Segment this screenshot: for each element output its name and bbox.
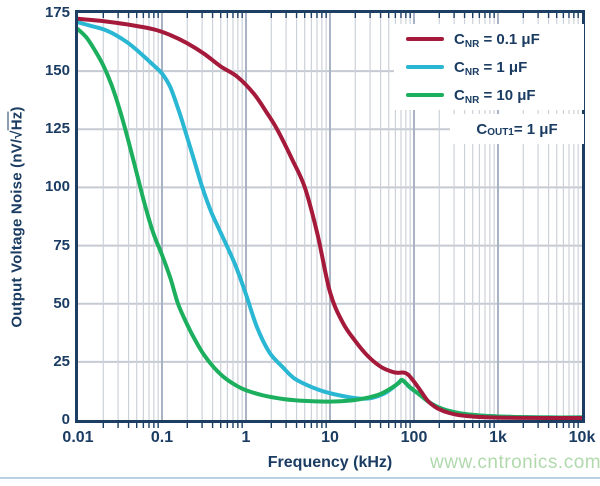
legend-swatch bbox=[406, 37, 444, 41]
y-axis-title: Output Voltage Noise (nV/√Hz) bbox=[8, 106, 26, 328]
legend-swatch bbox=[406, 65, 444, 69]
x-tick-label: 10k bbox=[568, 429, 596, 446]
legend: CNR = 0.1 μF CNR = 1 μF CNR = 10 μF bbox=[394, 24, 584, 110]
x-tick-label: 0.1 bbox=[150, 429, 174, 446]
x-tick-label: 10 bbox=[321, 429, 339, 446]
legend-item: CNR = 0.1 μF bbox=[394, 26, 584, 52]
y-tick-label: 150 bbox=[44, 62, 70, 80]
y-tick-label: 75 bbox=[53, 236, 70, 254]
y-tick-label: 175 bbox=[44, 4, 70, 21]
y-tick-label: 25 bbox=[53, 352, 70, 370]
x-axis-title: Frequency (kHz) bbox=[267, 454, 393, 471]
legend-label: CNR = 1 μF bbox=[454, 58, 528, 78]
legend-item: CNR = 10 μF bbox=[394, 82, 584, 108]
x-tick-label: 1k bbox=[489, 429, 507, 446]
y-tick-label: 100 bbox=[44, 178, 70, 196]
y-tick-label: 125 bbox=[44, 120, 70, 138]
x-tick-label: 100 bbox=[400, 429, 428, 446]
legend-item: CNR = 1 μF bbox=[394, 54, 584, 80]
legend-swatch bbox=[406, 93, 444, 97]
x-tick-label: 0.01 bbox=[62, 429, 94, 446]
y-tick-label: 50 bbox=[53, 294, 70, 312]
watermark: www.cntronics.com bbox=[430, 452, 600, 473]
bottom-rule bbox=[0, 477, 600, 479]
legend-label: CNR = 0.1 μF bbox=[454, 30, 540, 50]
cout1-annotation: C OUT1 = 1 μF bbox=[450, 114, 584, 144]
x-tick-label: 1 bbox=[241, 429, 251, 446]
y-tick-label: 0 bbox=[61, 411, 70, 428]
legend-label: CNR = 10 μF bbox=[454, 86, 536, 106]
